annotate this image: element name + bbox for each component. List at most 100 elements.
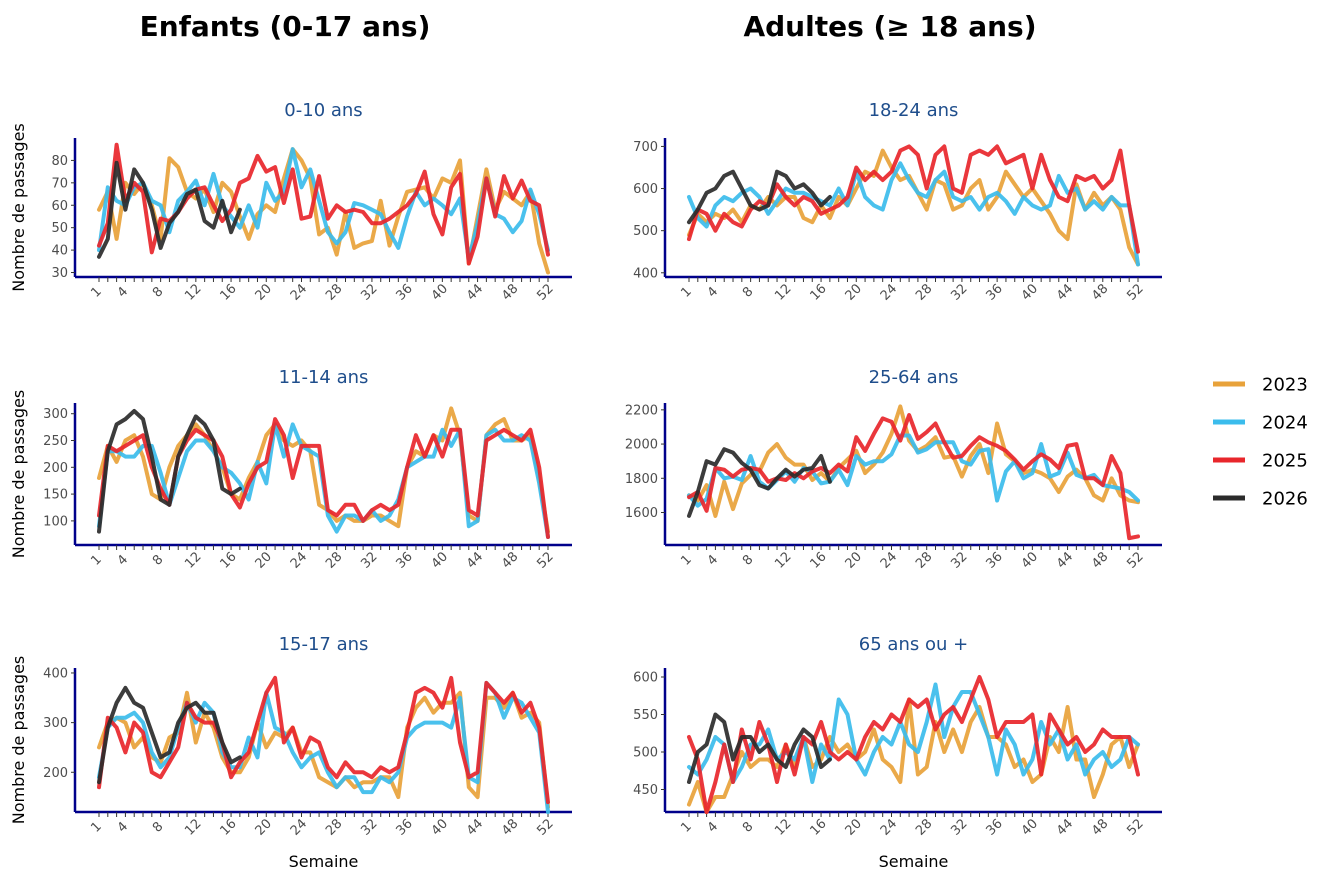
x-tick-label: 48 [499,816,521,838]
y-tick-label: 450 [633,783,658,798]
x-tick-label: 20 [843,549,865,571]
x-tick-label: 52 [534,816,556,838]
panel-title: 0-10 ans [284,100,362,121]
y-tick-label: 100 [43,514,68,529]
x-tick-label: 1 [88,284,104,300]
y-tick-label: 30 [51,266,68,281]
x-tick-label: 24 [878,549,900,571]
x-tick-label: 16 [217,549,239,571]
x-tick-label: 48 [499,281,521,303]
y-tick-label: 40 [51,244,68,259]
y-tick-label: 1600 [625,506,658,521]
series-line-2026 [97,409,242,534]
x-tick-label: 32 [948,816,970,838]
x-tick-label: 1 [678,552,694,568]
x-tick-label: 28 [323,281,345,303]
series-line-2026 [687,169,832,225]
adults-column-title: Adultes (≥ 18 ans) [743,10,1037,43]
x-tick-label: 28 [323,816,345,838]
y-tick-label: 500 [633,746,658,761]
x-axis-label: Semaine [289,852,359,871]
x-tick-label: 20 [843,281,865,303]
x-tick-label: 4 [115,552,131,568]
x-tick-label: 52 [534,549,556,571]
x-tick-label: 32 [948,549,970,571]
x-tick-label: 40 [429,281,451,303]
series-line-2026 [97,160,242,259]
x-tick-label: 20 [843,816,865,838]
children-column-title: Enfants (0-17 ans) [139,10,431,43]
series-line-2026 [687,712,832,784]
series-line-2025 [687,413,1140,541]
x-tick-label: 8 [740,552,756,568]
series-line-2025 [687,675,1140,814]
series-line-2026 [97,685,242,785]
x-tick-label: 12 [772,816,794,838]
x-tick-label: 16 [217,816,239,838]
panel-title: 18-24 ans [869,100,959,121]
x-tick-label: 16 [807,816,829,838]
y-tick-label: 400 [633,266,658,281]
x-tick-label: 40 [1019,281,1041,303]
x-tick-label: 28 [913,281,935,303]
x-tick-label: 48 [1089,281,1111,303]
x-tick-label: 40 [429,549,451,571]
x-axis-label: Semaine [879,852,949,871]
series-line-2025 [97,675,550,805]
x-tick-label: 36 [984,549,1006,571]
x-tick-label: 1 [678,284,694,300]
x-tick-label: 52 [1124,281,1146,303]
x-tick-label: 32 [358,281,380,303]
x-tick-label: 24 [288,281,310,303]
x-tick-label: 36 [394,281,416,303]
x-tick-label: 48 [499,549,521,571]
legend-label-2025: 2025 [1262,451,1308,472]
x-tick-label: 4 [705,819,721,835]
y-tick-label: 600 [633,671,658,686]
legend: 2023 2024 2025 2026 [1213,375,1308,510]
panel-title: 15-17 ans [279,634,369,655]
y-tick-label: 400 [43,666,68,681]
y-tick-label: 500 [633,224,658,239]
y-tick-label: 80 [51,154,68,169]
series-line-2025 [687,144,1140,254]
x-tick-label: 4 [705,284,721,300]
x-tick-label: 1 [88,819,104,835]
x-tick-label: 44 [464,549,486,571]
x-tick-label: 44 [1054,549,1076,571]
x-tick-label: 8 [740,819,756,835]
y-axis-label: Nombre de passages [9,123,28,292]
y-tick-label: 250 [43,434,68,449]
x-tick-label: 20 [253,281,275,303]
x-tick-label: 48 [1089,816,1111,838]
y-tick-label: 70 [51,176,68,191]
x-tick-label: 36 [984,816,1006,838]
x-tick-label: 24 [878,281,900,303]
x-tick-label: 1 [678,819,694,835]
x-tick-label: 8 [150,552,166,568]
y-tick-label: 50 [51,221,68,236]
x-tick-label: 16 [217,281,239,303]
x-tick-label: 24 [288,816,310,838]
x-tick-label: 52 [1124,549,1146,571]
y-tick-label: 550 [633,708,658,723]
y-tick-label: 700 [633,140,658,155]
x-tick-label: 40 [429,816,451,838]
x-tick-label: 36 [394,816,416,838]
x-tick-label: 52 [534,281,556,303]
panel-title: 11-14 ans [279,367,369,388]
x-tick-label: 32 [358,816,380,838]
x-tick-label: 28 [913,549,935,571]
y-tick-label: 300 [43,716,68,731]
x-tick-label: 12 [772,281,794,303]
x-tick-label: 32 [948,281,970,303]
x-tick-label: 44 [1054,281,1076,303]
x-tick-label: 44 [1054,816,1076,838]
x-tick-label: 20 [253,549,275,571]
x-tick-label: 1 [88,552,104,568]
y-tick-label: 2200 [625,403,658,418]
